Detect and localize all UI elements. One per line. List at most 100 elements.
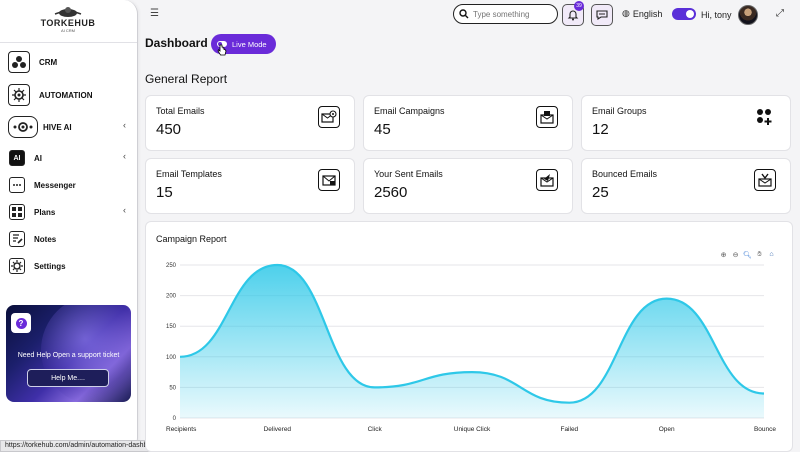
sidebar-item-label: Notes	[34, 234, 57, 244]
crm-icon	[8, 51, 30, 73]
sidebar-item-messenger[interactable]: Messenger	[8, 173, 130, 197]
home-reset-icon[interactable]: ⌂	[769, 251, 774, 258]
x-tick-label: Recipients	[166, 426, 197, 433]
sidebar-item-hive-ai[interactable]: HIVE AI ‹	[8, 115, 130, 139]
card-label: Email Campaigns	[374, 106, 445, 116]
question-icon: ?	[11, 313, 31, 333]
live-mode-label: Live Mode	[232, 39, 267, 49]
logo-mark-icon	[54, 7, 82, 17]
ai-icon: AI	[9, 150, 25, 166]
card-value: 450	[156, 121, 182, 138]
live-mode-button[interactable]: Live Mode	[211, 34, 276, 54]
x-tick-label: Delivered	[264, 426, 292, 433]
y-tick-label: 250	[166, 263, 177, 269]
card-label: Your Sent Emails	[374, 169, 443, 179]
sidebar-item-label: Messenger	[34, 180, 76, 190]
user-greeting: Hi, tony	[701, 10, 732, 20]
search-input[interactable]	[473, 9, 553, 19]
sent-email-icon	[536, 169, 558, 191]
notification-count-badge: 39	[574, 1, 584, 11]
chat-icon	[596, 10, 608, 21]
chevron-left-icon: ‹	[123, 120, 126, 130]
sidebar-item-plans[interactable]: Plans ‹	[8, 200, 130, 224]
notes-icon	[9, 231, 25, 247]
card-label: Total Emails	[156, 106, 205, 116]
sidebar-item-label: HIVE AI	[43, 122, 72, 132]
sidebar-item-crm[interactable]: CRM	[8, 50, 130, 74]
campaign-report-chart: Campaign Report ⊕ ⊖ 🔍︎ ✋︎ ⌂ 0 50 100 150 200…	[145, 221, 793, 452]
sidebar-item-notes[interactable]: Notes	[8, 227, 130, 251]
card-value: 15	[156, 184, 173, 201]
stat-card-email-templates[interactable]: Email Templates 15	[145, 158, 355, 214]
globe-icon: ◍	[622, 8, 630, 18]
sidebar-divider	[0, 42, 137, 43]
chat-button[interactable]	[591, 4, 613, 26]
card-value: 2560	[374, 184, 408, 201]
zoom-out-icon[interactable]: ⊖	[732, 251, 739, 259]
x-tick-label: Open	[659, 426, 675, 433]
search-box[interactable]	[453, 4, 558, 24]
sidebar-item-label: Settings	[34, 261, 66, 271]
card-label: Email Groups	[592, 106, 647, 116]
chevron-left-icon: ‹	[123, 151, 126, 161]
help-card: ? Need Help Open a support ticket Help M…	[6, 305, 131, 402]
x-tick-label: Bounce	[754, 426, 776, 433]
magnify-icon[interactable]: 🔍︎	[743, 251, 752, 259]
chart-toolbar: ⊕ ⊖ 🔍︎ ✋︎ ⌂	[719, 250, 776, 259]
area-series-fill	[180, 265, 764, 418]
card-value: 12	[592, 121, 609, 138]
sidebar-item-automation[interactable]: AUTOMATION	[8, 83, 130, 107]
search-icon	[459, 9, 469, 19]
chart-title: Campaign Report	[156, 234, 227, 244]
sidebar-item-label: CRM	[39, 57, 58, 67]
plans-icon	[9, 204, 25, 220]
y-tick-label: 50	[169, 385, 176, 391]
logo-subtext: AI CRM	[61, 28, 75, 33]
card-label: Bounced Emails	[592, 169, 658, 179]
email-template-icon	[318, 169, 340, 191]
card-value: 45	[374, 121, 391, 138]
theme-toggle[interactable]	[672, 8, 696, 20]
avatar[interactable]	[738, 5, 758, 25]
section-title: General Report	[145, 72, 228, 86]
fullscreen-icon[interactable]: ⤢	[776, 8, 784, 19]
y-tick-label: 100	[166, 355, 177, 361]
messenger-icon	[9, 177, 25, 193]
page-title: Dashboard	[145, 36, 208, 50]
chart-plot: 0 50 100 150 200 250 Recipients Delivered Click U…	[166, 263, 776, 433]
x-tick-label: Unique Click	[454, 426, 491, 433]
automation-icon	[8, 84, 30, 106]
bounced-email-icon	[754, 169, 776, 191]
stat-card-email-campaigns[interactable]: Email Campaigns 45	[363, 95, 573, 151]
email-at-icon	[318, 106, 340, 128]
stat-card-bounced-emails[interactable]: Bounced Emails 25	[581, 158, 791, 214]
stat-card-email-groups[interactable]: Email Groups 12	[581, 95, 791, 151]
chevron-left-icon: ‹	[123, 205, 126, 215]
stat-card-sent-emails[interactable]: Your Sent Emails 2560	[363, 158, 573, 214]
card-label: Email Templates	[156, 169, 222, 179]
card-value: 25	[592, 184, 609, 201]
hamburger-menu-icon[interactable]: ☰	[150, 8, 159, 19]
logo-text: TORKEHUB	[40, 18, 96, 28]
sidebar-item-settings[interactable]: Settings	[8, 254, 130, 278]
stat-card-total-emails[interactable]: Total Emails 450	[145, 95, 355, 151]
email-campaign-icon	[536, 106, 558, 128]
y-tick-label: 200	[166, 294, 177, 300]
pan-hand-icon[interactable]: ✋︎	[757, 250, 762, 258]
sidebar-item-label: Plans	[34, 207, 56, 217]
bell-icon	[567, 10, 579, 21]
y-tick-label: 0	[173, 416, 177, 422]
sidebar-item-label: AI	[34, 153, 42, 163]
x-tick-label: Failed	[560, 426, 578, 433]
x-tick-label: Click	[368, 426, 383, 433]
logo[interactable]: TORKEHUB AI CRM	[40, 6, 96, 38]
pointer-cursor-icon	[217, 44, 227, 56]
hive-ai-icon	[8, 116, 38, 138]
sidebar-item-ai[interactable]: AI AI ‹	[8, 146, 130, 170]
language-selector[interactable]: ◍ English	[622, 8, 662, 19]
sidebar: TORKEHUB AI CRM CRM AUTOMATION HIVE AI ‹…	[0, 0, 138, 452]
email-groups-icon	[754, 106, 776, 128]
zoom-in-icon[interactable]: ⊕	[720, 251, 727, 259]
area-series-line	[179, 263, 765, 404]
help-me-button[interactable]: Help Me....	[27, 369, 109, 387]
